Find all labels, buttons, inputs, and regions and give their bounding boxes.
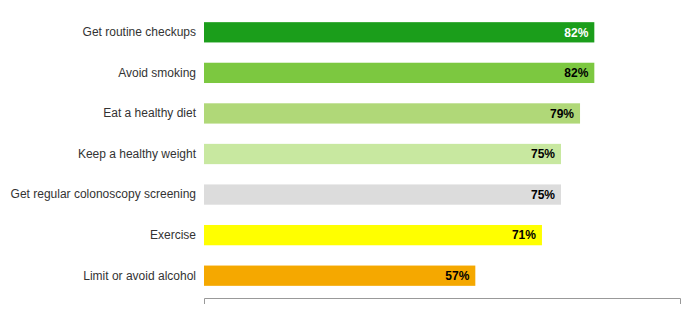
bar <box>204 144 561 164</box>
data-label: 75% <box>531 188 555 202</box>
data-labels: 57% 71% 75% 75% 79% 82% 82% <box>445 26 588 283</box>
y-tick-label: Get regular colonoscopy screening <box>11 187 196 201</box>
y-tick-label: Limit or avoid alcohol <box>83 269 196 283</box>
y-tick-label: Get routine checkups <box>83 25 196 39</box>
data-label: 82% <box>564 66 588 80</box>
data-label: 79% <box>550 107 574 121</box>
y-tick-label: Eat a healthy diet <box>103 106 196 120</box>
y-tick: Avoid smoking <box>118 66 204 80</box>
y-tick: Get regular colonoscopy screening <box>11 187 204 201</box>
y-tick: Limit or avoid alcohol <box>83 269 204 283</box>
data-label: 71% <box>512 228 536 242</box>
data-label: 82% <box>564 26 588 40</box>
y-tick: Get routine checkups <box>83 25 204 39</box>
bars <box>204 22 594 286</box>
bar <box>204 266 475 286</box>
bar <box>204 225 542 245</box>
y-tick-label: Exercise <box>150 228 196 242</box>
y-tick-label: Keep a healthy weight <box>78 147 197 161</box>
chart: Limit or avoid alcohol Exercise Get regula… <box>0 0 700 314</box>
data-label: 75% <box>531 147 555 161</box>
y-tick-label: Avoid smoking <box>118 66 196 80</box>
y-axis: Limit or avoid alcohol Exercise Get regula… <box>11 25 204 282</box>
data-label: 57% <box>445 269 469 283</box>
x-axis-line <box>205 299 681 305</box>
bar <box>204 184 561 204</box>
bar <box>204 63 594 83</box>
x-axis <box>205 299 681 305</box>
y-tick: Eat a healthy diet <box>103 106 204 120</box>
y-tick: Keep a healthy weight <box>78 147 204 161</box>
plot: Limit or avoid alcohol Exercise Get regula… <box>11 22 681 304</box>
y-tick: Exercise <box>150 228 204 242</box>
bar <box>204 22 594 42</box>
bar <box>204 103 580 123</box>
